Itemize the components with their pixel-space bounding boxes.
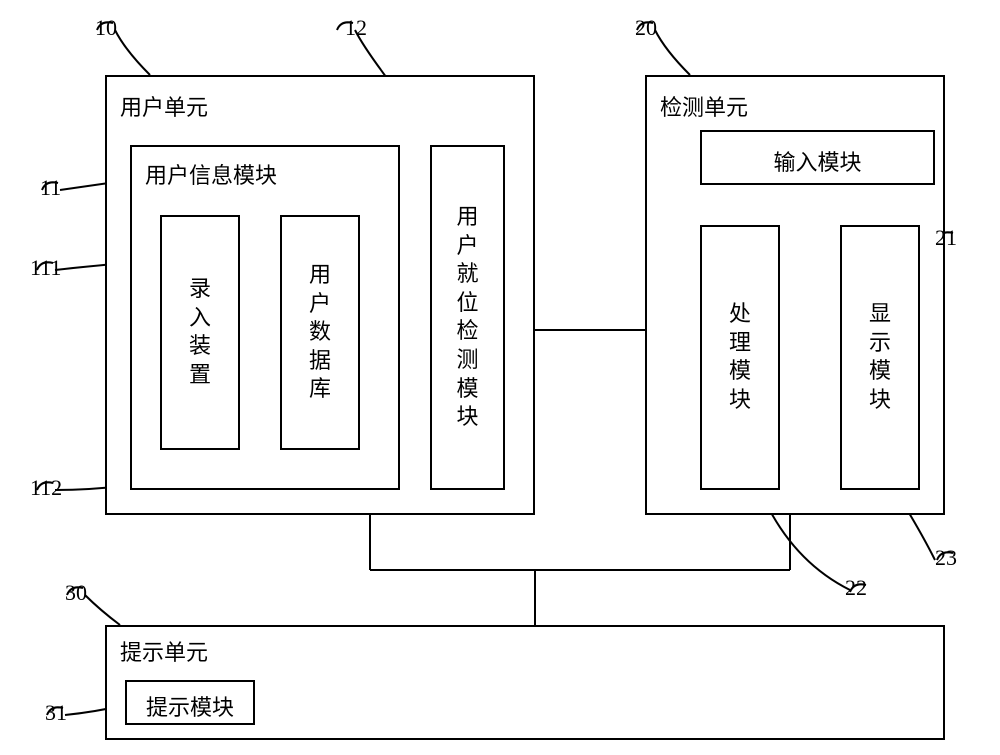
htext-input_mod: 输入模块 [774, 145, 862, 177]
vtext-proc_mod: 处理模块 [700, 300, 780, 414]
vtext-presence: 用户就位检测模块 [430, 203, 505, 432]
title-hint_unit: 提示单元 [120, 635, 208, 667]
ref-r20: 20 [635, 15, 657, 41]
ref-r21: 21 [935, 225, 957, 251]
title-detect_unit: 检测单元 [660, 90, 748, 122]
ref-r31: 31 [45, 700, 67, 726]
ref-r30: 30 [65, 580, 87, 606]
title-user_info: 用户信息模块 [145, 158, 277, 190]
vtext-user_db: 用户数据库 [280, 261, 360, 404]
ref-r10: 10 [95, 15, 117, 41]
ref-r12: 12 [345, 15, 367, 41]
htext-hint_mod: 提示模块 [146, 690, 234, 722]
diagram-canvas: 用户单元用户信息模块录入装置用户数据库用户就位检测模块 检测单元输入模块处理模块显… [0, 0, 1000, 755]
ref-r111: 111 [30, 255, 61, 281]
vtext-input_dev: 录入装置 [160, 275, 240, 389]
ref-r11: 11 [40, 175, 61, 201]
ref-r22: 22 [845, 575, 867, 601]
ref-r23: 23 [935, 545, 957, 571]
title-user_unit: 用户单元 [120, 90, 208, 122]
ref-r112: 112 [30, 475, 62, 501]
vtext-disp_mod: 显示模块 [840, 300, 920, 414]
